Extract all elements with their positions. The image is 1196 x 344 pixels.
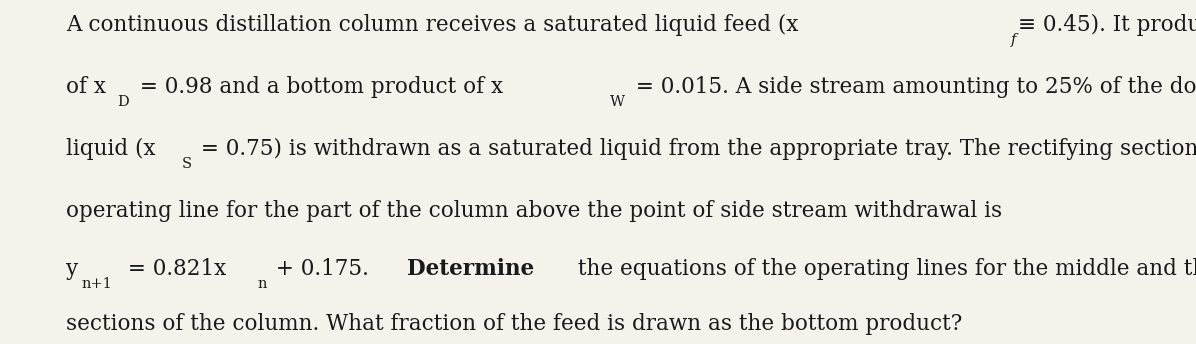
Text: f: f (1011, 33, 1017, 47)
Text: n+1: n+1 (81, 277, 112, 291)
Text: = 0.75) is withdrawn as a saturated liquid from the appropriate tray. The rectif: = 0.75) is withdrawn as a saturated liqu… (194, 138, 1196, 160)
Text: ≡ 0.45). It produces a distillate: ≡ 0.45). It produces a distillate (1018, 14, 1196, 36)
Text: n: n (257, 277, 267, 291)
Text: A continuous distillation column receives a saturated liquid feed (x: A continuous distillation column receive… (66, 14, 798, 36)
Text: of x: of x (66, 76, 105, 98)
Text: = 0.015. A side stream amounting to 25% of the downflowing: = 0.015. A side stream amounting to 25% … (629, 76, 1196, 98)
Text: operating line for the part of the column above the point of side stream withdra: operating line for the part of the colum… (66, 200, 1002, 222)
Text: the equations of the operating lines for the middle and the last: the equations of the operating lines for… (572, 258, 1196, 280)
Text: y: y (66, 258, 78, 280)
Text: S: S (182, 157, 191, 171)
Text: Determine: Determine (407, 258, 535, 280)
Text: sections of the column. What fraction of the feed is drawn as the bottom product: sections of the column. What fraction of… (66, 313, 962, 335)
Text: = 0.821x: = 0.821x (121, 258, 226, 280)
Text: = 0.98 and a bottom product of x: = 0.98 and a bottom product of x (133, 76, 502, 98)
Text: liquid (x: liquid (x (66, 138, 155, 160)
Text: W: W (610, 95, 626, 109)
Text: D: D (117, 95, 129, 109)
Text: + 0.175.: + 0.175. (269, 258, 376, 280)
